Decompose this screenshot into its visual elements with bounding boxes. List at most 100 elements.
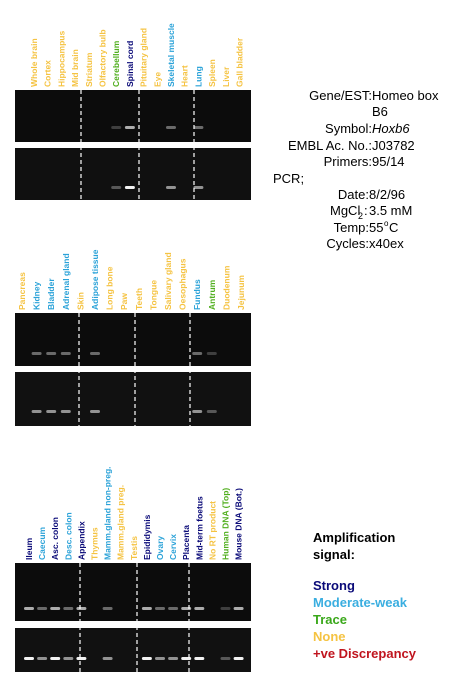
lane-label: Paw [119, 293, 129, 310]
gel-band [220, 657, 231, 660]
gel-band [63, 657, 74, 660]
lane-label: Fundus [192, 279, 202, 310]
lane-label: Mouse DNA (Bot.) [234, 488, 244, 560]
lane-label: Gall bladder [235, 37, 245, 87]
gel-band [24, 607, 34, 610]
gel [15, 372, 251, 426]
gel-band [206, 352, 217, 355]
lane-label: Teeth [134, 288, 144, 310]
info: Gene/EST: Homeo box B6 Symbol: Hoxb6 EMB… [273, 88, 439, 251]
legend: Amplification signal: Strong Moderate-wea… [313, 530, 417, 661]
lane-label: Lung [193, 66, 203, 87]
info-value: Hoxb6 [372, 121, 410, 136]
gel-band [111, 126, 122, 129]
lane-label: Spinal cord [125, 41, 135, 87]
legend-item: Strong [313, 578, 355, 593]
gel-band [168, 607, 179, 610]
legend-items: Strong Moderate-weak Trace None +ve Discrepa… [313, 578, 417, 661]
gel-band [155, 657, 165, 660]
gel-band [194, 657, 205, 660]
legend-title: signal: [313, 547, 355, 562]
lane-label: Ileum [24, 537, 34, 560]
legend-title: Amplification [313, 530, 395, 545]
gels [15, 90, 251, 672]
info-label: EMBL Ac. No.: [288, 138, 372, 153]
lane-label: Pituitary gland [139, 28, 149, 87]
legend-item: Moderate-weak [313, 595, 408, 610]
info-sup: o [384, 219, 389, 228]
info-value: J03782 [372, 138, 415, 153]
info-label: Date: [338, 187, 369, 202]
lane-label: Hippocampus [56, 31, 66, 87]
gel-band [193, 186, 204, 189]
info-label: MgCl [330, 203, 360, 218]
info-value: 8/2/96 [369, 187, 405, 202]
gel-band [220, 607, 231, 610]
gel-band [124, 126, 135, 129]
lane-label: Kidney [32, 281, 42, 310]
gel-band [141, 657, 152, 660]
lane-label: Mamm.gland preg. [116, 485, 126, 560]
lane-label: Duodenum [221, 265, 231, 310]
info-label: PCR; [273, 171, 304, 186]
gel-band [63, 607, 74, 610]
lane-label: Long bone [105, 266, 115, 310]
lane-label: Mamm.gland non-preg. [103, 467, 113, 561]
lane-label: Spleen [207, 59, 217, 87]
gel-band [102, 657, 113, 660]
lane-label: Tongue [148, 280, 158, 310]
gel-band [181, 607, 192, 610]
legend-item: None [313, 629, 346, 644]
gel [15, 563, 251, 621]
lane-label: Pancreas [17, 272, 27, 310]
gel-band [168, 657, 179, 660]
lane-label: Skin [75, 292, 85, 310]
gel-band [46, 410, 57, 413]
gel [15, 148, 251, 200]
gel-band [206, 410, 217, 413]
lane-label: Skeletal muscle [166, 23, 176, 87]
gel-band [192, 352, 203, 355]
gel-band [50, 657, 61, 660]
bands [24, 126, 244, 660]
info-value: 95/14 [372, 154, 405, 169]
info-label: Symbol: [325, 121, 372, 136]
lane-label: Olfactory bulb [98, 29, 108, 87]
gel-band [60, 352, 71, 355]
gel-band [76, 657, 87, 660]
gel-band [60, 410, 71, 413]
lane-label: Human DNA (Top) [221, 488, 231, 560]
info-label: Cycles: [326, 236, 369, 251]
gel-band [192, 410, 203, 413]
gel-band [76, 607, 87, 610]
gel-band [37, 657, 48, 660]
lane-label: Asc. colon [50, 517, 60, 560]
info-value: 55 [369, 220, 383, 235]
info-label: Primers: [324, 154, 372, 169]
lane-label: Oesophagus [178, 258, 188, 310]
lane-label: Whole brain [29, 38, 39, 87]
lane-label: Caecum [37, 526, 47, 560]
separators [78, 90, 195, 672]
lane-label: Placenta [181, 525, 191, 560]
lane-label: Thymus [90, 527, 100, 560]
gel-band [50, 607, 61, 610]
gel-band [166, 186, 176, 189]
gel-band [166, 126, 176, 129]
lane-label: Striatum [84, 52, 94, 87]
gel-band [233, 657, 244, 660]
lane-label: Desc. colon [63, 512, 73, 560]
gel [15, 628, 251, 672]
lane-label: Salivary gland [163, 252, 173, 310]
lane-label: Antrum [207, 279, 217, 310]
lane-label: Heart [180, 65, 190, 87]
lane-label: Adipose tissue [90, 249, 100, 310]
gel-band [37, 607, 48, 610]
lane-label: Cerebellum [111, 40, 121, 87]
gel-band [193, 126, 204, 129]
gel-band [124, 186, 135, 189]
lane-label: Adrenal gland [61, 253, 71, 310]
gel-band [90, 352, 100, 355]
